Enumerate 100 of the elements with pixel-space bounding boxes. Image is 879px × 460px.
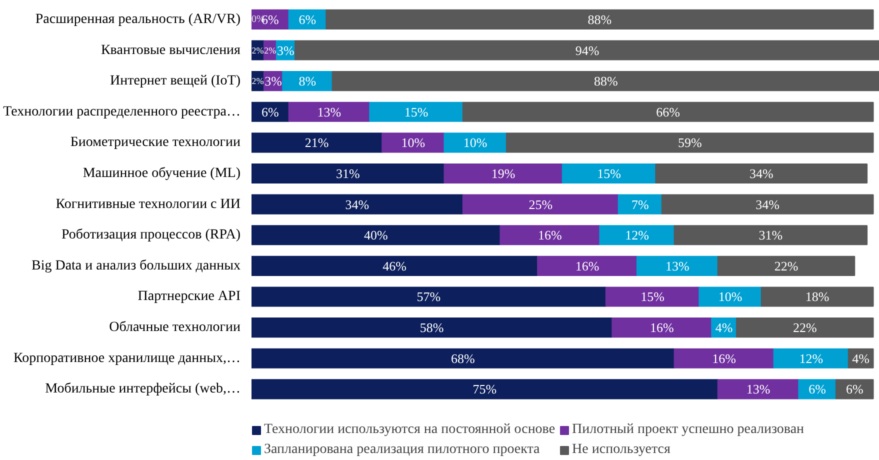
bar xyxy=(326,9,874,30)
bar xyxy=(500,225,600,246)
data-label: 16% xyxy=(650,320,674,336)
data-label: 25% xyxy=(528,196,553,212)
data-label: 59% xyxy=(678,135,702,150)
data-label: 10% xyxy=(401,135,426,150)
y-tick-label: Когнитивные технологии с ИИ xyxy=(56,196,241,212)
bar xyxy=(636,256,718,276)
bar xyxy=(717,379,800,400)
bar xyxy=(462,194,619,214)
y-tick-label: Мобильные интерфейсы (web,… xyxy=(45,382,241,397)
data-label: 8% xyxy=(298,74,316,89)
legend-label: Не используется xyxy=(572,442,670,458)
bar xyxy=(661,194,874,214)
y-tick-label: Партнерские API xyxy=(138,289,241,304)
bar xyxy=(537,256,638,276)
data-label: 2% xyxy=(252,45,264,56)
data-label: 10% xyxy=(463,135,488,150)
bar xyxy=(674,348,774,368)
y-tick-label: Корпоративное хранилище данных,… xyxy=(14,350,241,366)
legend-label: Пилотный проект успешно реализован xyxy=(572,422,804,438)
data-label: 19% xyxy=(491,166,516,181)
bar xyxy=(282,71,333,92)
bar xyxy=(444,132,507,153)
bar xyxy=(444,163,563,184)
data-label: 34% xyxy=(345,196,370,212)
data-label: 2% xyxy=(252,76,264,86)
data-label: 31% xyxy=(336,166,360,181)
data-label: 15% xyxy=(640,289,665,304)
bar xyxy=(382,132,445,153)
bar xyxy=(618,194,662,214)
bar xyxy=(252,132,383,153)
data-label: 88% xyxy=(594,74,618,89)
data-label: 68% xyxy=(450,350,475,366)
data-label: 66% xyxy=(656,104,680,120)
y-tick-label: Машинное обучение (ML) xyxy=(82,166,241,181)
data-label: 46% xyxy=(382,258,407,274)
data-label: 22% xyxy=(774,258,798,274)
data-label: 34% xyxy=(749,166,774,181)
data-label: 13% xyxy=(666,258,690,274)
bar xyxy=(506,132,874,153)
data-label: 7% xyxy=(631,196,649,212)
data-label: 6% xyxy=(261,104,279,120)
bar xyxy=(252,379,718,400)
bar xyxy=(252,348,675,368)
y-tick-label: Квантовые вычисления xyxy=(100,42,242,58)
legend-label: Запланирована реализация пилотного проекта xyxy=(264,442,540,458)
data-label: 3% xyxy=(277,42,295,58)
bar xyxy=(773,348,849,368)
bar xyxy=(599,225,675,246)
data-label: 3% xyxy=(264,74,282,89)
data-label: 57% xyxy=(416,289,441,304)
bar xyxy=(252,163,445,184)
y-tick-label: Биометрические технологии xyxy=(70,135,242,150)
data-label: 10% xyxy=(718,289,742,304)
y-tick-label: Роботизация процессов (RPA) xyxy=(61,228,241,243)
bar xyxy=(674,225,868,246)
data-label: 4% xyxy=(715,320,733,336)
data-label: 22% xyxy=(792,320,817,336)
data-label: 13% xyxy=(317,104,342,120)
data-label: 34% xyxy=(756,196,780,212)
bar xyxy=(562,163,656,184)
bar xyxy=(736,318,874,338)
y-tick-label: Интернет вещей (IoT) xyxy=(110,74,241,89)
bar xyxy=(252,286,606,307)
data-label: 40% xyxy=(364,228,388,243)
data-label: 31% xyxy=(758,228,783,243)
bar xyxy=(698,286,762,307)
data-label: 15% xyxy=(404,104,428,120)
bar xyxy=(252,256,538,276)
data-label: 94% xyxy=(575,42,600,58)
data-label: 88% xyxy=(588,12,612,27)
data-label: 6% xyxy=(298,12,316,27)
legend-label: Технологии используются на постоянной основе xyxy=(264,422,556,438)
bar xyxy=(294,40,879,60)
data-label: 16% xyxy=(575,258,600,274)
bar xyxy=(760,286,874,307)
bar xyxy=(369,102,464,122)
bar xyxy=(252,194,464,214)
data-label: 13% xyxy=(746,382,770,397)
bar xyxy=(605,286,700,307)
data-label: 18% xyxy=(805,289,830,304)
y-tick-label: Облачные технологии xyxy=(109,320,242,336)
y-tick-label: Технологии распределенного реестра… xyxy=(3,104,241,120)
data-label: 16% xyxy=(712,350,736,366)
data-label: 6% xyxy=(808,382,826,397)
data-label: 4% xyxy=(852,350,870,366)
data-label: 12% xyxy=(799,350,824,366)
data-label: 12% xyxy=(625,228,650,243)
bar xyxy=(612,318,712,338)
bar xyxy=(717,256,856,276)
bar xyxy=(655,163,868,184)
bar xyxy=(252,318,613,338)
data-label: 15% xyxy=(597,166,622,181)
data-label: 58% xyxy=(420,320,444,336)
data-label: 16% xyxy=(538,228,562,243)
bar xyxy=(462,102,874,122)
y-tick-label: Big Data и анализ больших данных xyxy=(31,258,241,274)
bar xyxy=(332,71,879,92)
bar xyxy=(252,225,501,246)
